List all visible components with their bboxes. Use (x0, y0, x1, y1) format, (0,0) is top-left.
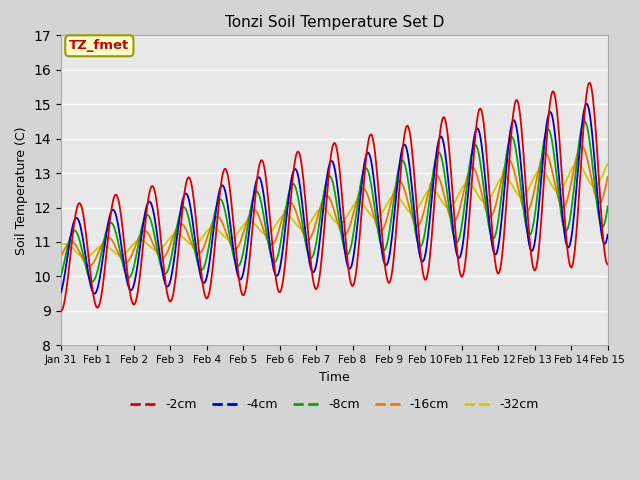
Legend: -2cm, -4cm, -8cm, -16cm, -32cm: -2cm, -4cm, -8cm, -16cm, -32cm (125, 394, 543, 417)
Title: Tonzi Soil Temperature Set D: Tonzi Soil Temperature Set D (225, 15, 444, 30)
Y-axis label: Soil Temperature (C): Soil Temperature (C) (15, 126, 28, 254)
Text: TZ_fmet: TZ_fmet (69, 39, 129, 52)
X-axis label: Time: Time (319, 371, 349, 384)
